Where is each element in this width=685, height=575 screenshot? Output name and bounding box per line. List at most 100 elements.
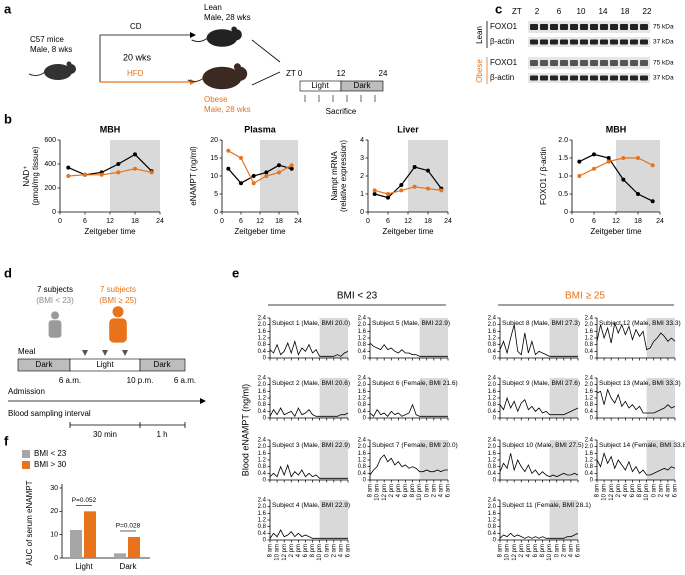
x-tick-label: 12 pm (282, 544, 288, 561)
x-tick-label: 8 pm (310, 544, 316, 557)
series-line (369, 403, 448, 417)
y-tick-label: 2.0 (488, 444, 497, 450)
y-tick-label: 0.8 (258, 402, 267, 408)
data-point (386, 195, 390, 200)
blot-band (530, 75, 538, 81)
data-point (251, 174, 256, 178)
blot-band (630, 60, 638, 66)
y-tick-label: 0.8 (358, 402, 367, 408)
dark-shade (646, 378, 675, 418)
data-point (251, 181, 256, 186)
subject-title: Subject 10 (Male, BMI 27.5) (502, 442, 584, 449)
blot-band (550, 60, 558, 66)
dark-shade (549, 318, 578, 358)
dark-shade (319, 318, 348, 358)
y-tick-label: 2.4 (585, 316, 594, 322)
blot-band (640, 24, 648, 30)
series-line (68, 153, 153, 176)
series-line (269, 339, 349, 357)
mouse-icon (66, 64, 76, 74)
chart-title: MBH (100, 124, 121, 134)
blot-band (590, 75, 598, 81)
series-line (269, 529, 348, 539)
x-tick-label: 2 am (331, 544, 337, 557)
x-tick-label: 10 pm (644, 484, 650, 501)
label: Lean (475, 26, 484, 44)
x-tick-label: 10 pm (417, 484, 423, 501)
dark-bar (139, 358, 186, 372)
subject-title: Subject 3 (Male, BMI 22.9) (272, 442, 350, 449)
blot-band (570, 75, 578, 81)
subject-title: Subject 11 (Female, BMI 28.1) (502, 502, 591, 509)
y-tick-label: 20 (50, 508, 58, 515)
data-point (264, 170, 269, 175)
x-tick-label: 8 am (595, 484, 601, 497)
data-point (412, 165, 417, 169)
blot-band (570, 60, 578, 66)
label: 2 (535, 7, 540, 16)
y-tick-label: 0.4 (488, 349, 497, 355)
dark-shade (319, 440, 348, 480)
x-tick-label: 4 am (438, 484, 444, 497)
label: Light (311, 81, 329, 90)
blot (528, 21, 650, 33)
data-point (116, 162, 121, 166)
label: 10 (577, 7, 586, 16)
x-tick-label: 18 (275, 218, 283, 225)
y-tick-label: 2.0 (358, 444, 367, 450)
y-tick-label: 1.6 (258, 389, 267, 395)
label: C57 mice (30, 35, 64, 44)
blot-band (620, 39, 628, 45)
data-point (83, 172, 87, 177)
blot-band (580, 24, 588, 30)
blot (528, 73, 650, 83)
y-tick-label: 0.4 (258, 409, 267, 415)
y-tick-label: 0 (493, 416, 497, 422)
y-tick-label: 0 (590, 416, 594, 422)
data-point (621, 177, 626, 182)
y-tick-label: 1.2 (258, 336, 267, 342)
x-tick-label: 12 (106, 218, 114, 225)
y-tick-label: 2.0 (258, 382, 267, 388)
blot (528, 57, 650, 69)
label: Sacrifice (326, 107, 357, 116)
label: (BMI ≥ 25) (99, 296, 137, 305)
x-tick-label: 8 am (268, 544, 274, 557)
label: 7 subjects (37, 285, 73, 294)
y-tick-label: 0.4 (358, 471, 367, 477)
data-point (372, 192, 377, 196)
y-tick-label: 0 (214, 209, 218, 216)
label: Admission (8, 387, 45, 396)
label: CD (130, 22, 142, 31)
x-tick-label: 6 pm (630, 484, 636, 497)
panel-label: b (4, 111, 12, 126)
x-tick-label: 10 pm (317, 544, 323, 561)
blot-band (550, 39, 558, 45)
blot-band (600, 39, 608, 45)
y-tick-label: 30 (50, 485, 58, 492)
series-line (369, 342, 448, 357)
x-tick-label: 12 (612, 218, 620, 225)
dark-shade (110, 140, 160, 212)
series-line (68, 168, 152, 177)
blot-band (620, 60, 628, 66)
dark-shade (419, 318, 448, 358)
data-point (606, 159, 611, 164)
y-tick-label: 0.8 (488, 342, 497, 348)
dark-bar (340, 80, 384, 92)
label: 14 (599, 7, 608, 16)
y-tick-label: 200 (44, 185, 56, 192)
y-tick-label: 400 (44, 161, 56, 168)
y-tick-label: 1.6 (358, 389, 367, 395)
data-point (66, 174, 71, 178)
series-line (499, 396, 579, 416)
subject-title: Subject 1 (Male, BMI 20.0) (272, 320, 350, 327)
y-tick-label: 1.6 (585, 451, 594, 457)
blot-band (600, 60, 608, 66)
y-tick-label: 0.8 (585, 342, 594, 348)
series-line (374, 166, 442, 199)
y-tick-label: 0.8 (258, 464, 267, 470)
x-tick-label: 10 am (375, 484, 381, 501)
label: FOXO1 (490, 58, 518, 67)
y-tick-label: 0.4 (585, 409, 594, 415)
